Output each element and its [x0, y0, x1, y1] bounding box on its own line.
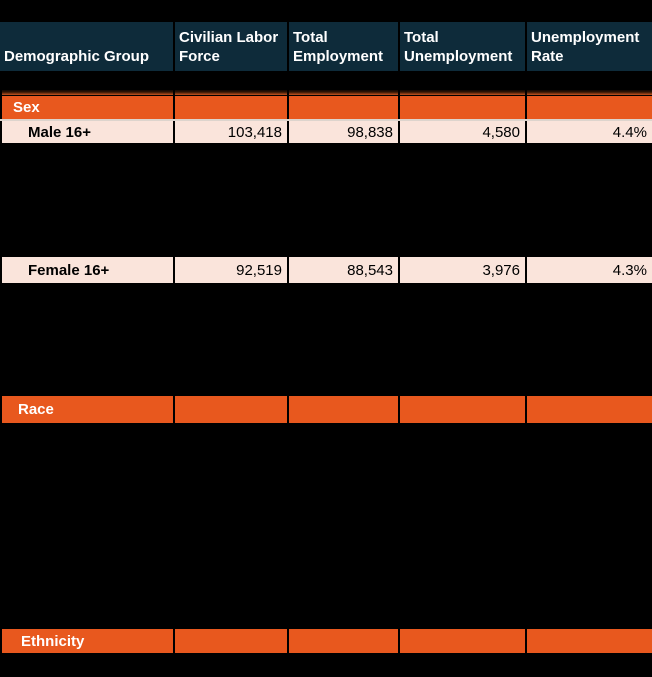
section-cell-empty[interactable] — [527, 396, 652, 423]
section-cell-empty[interactable] — [527, 629, 652, 653]
data-row-female: Female 16+ 92,519 88,543 3,976 4.3% — [0, 257, 652, 283]
cell-female-civilian-labor-force[interactable]: 92,519 — [175, 257, 287, 283]
cell-female-total-unemployment[interactable]: 3,976 — [400, 257, 525, 283]
redacted-row-remnant — [0, 90, 652, 95]
data-row-male: Male 16+ 103,418 98,838 4,580 4.4% — [0, 119, 652, 143]
section-cell-empty[interactable] — [175, 629, 287, 653]
section-cell-empty[interactable] — [400, 629, 525, 653]
header-cell-total-unemployment[interactable]: Total Unemployment — [400, 22, 525, 71]
section-cell-empty[interactable] — [289, 96, 398, 119]
redacted-cell — [400, 90, 525, 95]
section-row-sex: Sex — [0, 96, 652, 119]
section-cell-empty[interactable] — [175, 96, 287, 119]
table-header-row: Demographic Group Civilian Labor Force T… — [0, 22, 652, 71]
cell-female-unemployment-rate[interactable]: 4.3% — [527, 257, 652, 283]
redacted-cell — [2, 90, 173, 95]
redacted-cell — [175, 90, 287, 95]
section-cell-empty[interactable] — [400, 396, 525, 423]
header-cell-demographic-group[interactable]: Demographic Group — [0, 22, 173, 71]
section-cell-empty[interactable] — [289, 629, 398, 653]
cell-female-total-employment[interactable]: 88,543 — [289, 257, 398, 283]
section-cell-empty[interactable] — [400, 96, 525, 119]
cell-male-civilian-labor-force[interactable]: 103,418 — [175, 121, 287, 143]
redacted-cell — [527, 90, 652, 95]
section-label-race[interactable]: Race — [2, 396, 173, 423]
section-row-ethnicity: Ethnicity — [0, 629, 652, 653]
section-label-sex[interactable]: Sex — [2, 96, 173, 119]
cell-male-total-unemployment[interactable]: 4,580 — [400, 121, 525, 143]
section-cell-empty[interactable] — [527, 96, 652, 119]
cell-male-total-employment[interactable]: 98,838 — [289, 121, 398, 143]
section-cell-empty[interactable] — [289, 396, 398, 423]
header-cell-civilian-labor-force[interactable]: Civilian Labor Force — [175, 22, 287, 71]
header-cell-unemployment-rate[interactable]: Unemployment Rate — [527, 22, 652, 71]
cell-female-label[interactable]: Female 16+ — [2, 257, 173, 283]
cell-male-unemployment-rate[interactable]: 4.4% — [527, 121, 652, 143]
header-cell-total-employment[interactable]: Total Employment — [289, 22, 398, 71]
redacted-cell — [289, 90, 398, 95]
cell-male-label[interactable]: Male 16+ — [2, 121, 173, 143]
section-cell-empty[interactable] — [175, 396, 287, 423]
section-row-race: Race — [0, 396, 652, 423]
section-label-ethnicity[interactable]: Ethnicity — [2, 629, 173, 653]
